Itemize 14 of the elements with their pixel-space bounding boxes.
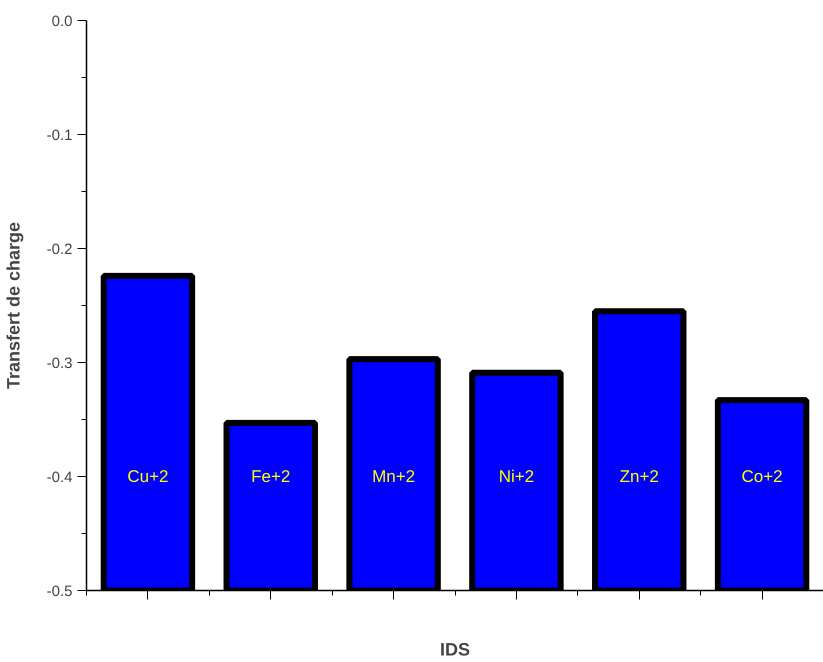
x-tick-label: Mn+2 bbox=[372, 467, 416, 486]
x-tick-label: Co+2 bbox=[742, 467, 783, 486]
y-tick-label: -0.5 bbox=[46, 583, 73, 600]
x-axis-title: IDS bbox=[440, 640, 470, 660]
y-tick-label: -0.4 bbox=[46, 469, 73, 486]
y-tick-label: -0.1 bbox=[46, 127, 73, 144]
y-tick-label: -0.2 bbox=[46, 241, 73, 258]
x-tick-label: Zn+2 bbox=[620, 467, 659, 486]
y-tick-label: -0.3 bbox=[46, 355, 73, 372]
y-axis-title: Transfert de charge bbox=[4, 222, 24, 390]
y-tick-label: 0.0 bbox=[52, 13, 73, 30]
x-tick-label: Ni+2 bbox=[498, 467, 534, 486]
x-tick-label: Cu+2 bbox=[127, 467, 168, 486]
x-tick-label: Fe+2 bbox=[251, 467, 290, 486]
